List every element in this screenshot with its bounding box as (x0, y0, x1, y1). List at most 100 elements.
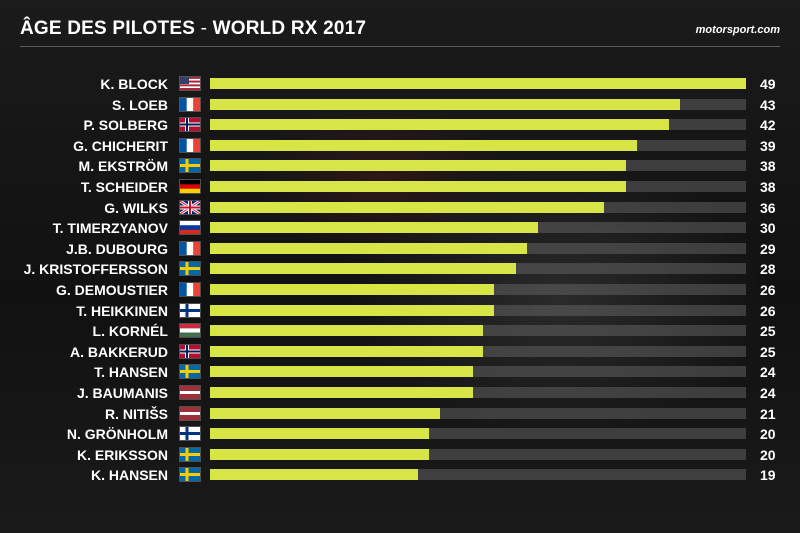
age-bar (210, 345, 484, 357)
sweden-flag-icon (180, 159, 200, 173)
driver-name-label: T. SCHEIDER (80, 179, 168, 195)
sweden-flag-icon (180, 468, 200, 482)
age-value-label: 21 (760, 405, 776, 422)
driver-name-label: J. BAUMANIS (76, 385, 168, 401)
chart-row: J. BAUMANIS 24 (0, 383, 800, 403)
age-bar (210, 366, 473, 378)
chart-row: N. GRÖNHOLM 20 (0, 424, 800, 444)
france-flag-icon (180, 241, 201, 255)
age-value-label: 28 (760, 261, 776, 278)
finland-flag-icon (180, 427, 200, 441)
age-value-label: 42 (760, 117, 776, 134)
age-bar (210, 428, 429, 440)
age-value-label: 20 (760, 446, 776, 463)
age-value-label: 25 (760, 323, 776, 340)
france-flag-icon (180, 97, 201, 111)
france-flag-icon (180, 283, 201, 296)
driver-name-label: L. KORNÉL (92, 323, 168, 340)
finland-flag-icon (180, 303, 200, 317)
latvia-flag-icon (180, 386, 200, 399)
bar-track (210, 469, 746, 481)
bar-track (210, 428, 746, 440)
germany-flag-icon (180, 180, 200, 194)
age-value-label: 20 (760, 426, 776, 443)
age-value-label: 19 (760, 467, 776, 484)
age-value-label: 29 (760, 240, 776, 257)
age-value-label: 26 (760, 302, 776, 319)
header-divider (20, 46, 780, 47)
chart-row: T. HEIKKINEN 26 (0, 301, 800, 321)
age-value-label: 30 (760, 220, 776, 237)
age-value-label: 36 (760, 199, 776, 216)
age-bar (210, 242, 528, 254)
chart-row: K. HANSEN 19 (0, 465, 800, 485)
age-bar (210, 201, 604, 213)
bar-track (210, 387, 746, 398)
age-bar (210, 304, 495, 316)
bar-track (210, 448, 746, 460)
age-value-label: 38 (760, 158, 776, 175)
brand-logo: motorsport.com (695, 24, 780, 36)
driver-name-label: S. LOEB (111, 96, 168, 113)
age-value-label: 43 (760, 96, 776, 113)
age-bar (210, 181, 626, 192)
chart-row: K. BLOCK 49 (0, 74, 800, 94)
driver-name-label: K. ERIKSSON (76, 446, 168, 463)
age-value-label: 24 (760, 385, 776, 401)
uk-flag-icon (179, 199, 201, 215)
hungary-flag-icon (180, 324, 200, 338)
chart-row: G. DEMOUSTIER 26 (0, 280, 800, 300)
age-bar (210, 222, 539, 234)
age-value-label: 38 (760, 179, 776, 195)
age-bar (210, 119, 670, 131)
title-event: WORLD RX 2017 (212, 18, 367, 39)
age-value-label: 49 (760, 76, 776, 92)
age-bar (210, 448, 429, 460)
age-value-label: 24 (760, 364, 776, 381)
title-main: ÂGE DES PILOTES (20, 18, 196, 39)
bar-track (210, 366, 746, 378)
age-bar (210, 284, 495, 295)
chart-row: J.B. DUBOURG 29 (0, 239, 800, 259)
latvia-flag-icon (180, 406, 200, 420)
chart-row: A. BAKKERUD 25 (0, 342, 800, 362)
driver-name-label: M. EKSTRÖM (78, 158, 168, 175)
france-flag-icon (180, 138, 201, 152)
title-separator: - (195, 18, 213, 39)
age-bar (210, 387, 473, 398)
bar-track (210, 407, 746, 419)
chart-row: R. NITIŠS 21 (0, 404, 800, 424)
driver-name-label: A. BAKKERUD (70, 343, 168, 360)
driver-name-label: G. CHICHERIT (73, 137, 168, 154)
age-value-label: 26 (760, 282, 776, 298)
driver-name-label: T. HANSEN (94, 364, 168, 381)
chart-row: T. HANSEN 24 (0, 362, 800, 382)
driver-name-label: N. GRÖNHOLM (66, 426, 168, 443)
driver-name-label: J. KRISTOFFERSSON (23, 261, 168, 278)
chart-row: S. LOEB 43 (0, 95, 800, 115)
age-bar (210, 263, 517, 275)
norway-flag-icon (180, 118, 200, 132)
sweden-flag-icon (180, 262, 200, 276)
driver-name-label: K. BLOCK (100, 76, 168, 92)
chart-row: K. ERIKSSON 20 (0, 445, 800, 465)
chart-row: M. EKSTRÖM 38 (0, 156, 800, 176)
driver-name-label: R. NITIŠS (104, 405, 168, 422)
chart-title: ÂGE DES PILOTES - WORLD RX 2017 (20, 18, 366, 40)
driver-name-label: J.B. DUBOURG (66, 240, 168, 257)
driver-name-label: T. HEIKKINEN (76, 302, 168, 319)
sweden-flag-icon (180, 447, 200, 461)
usa-flag-icon (180, 77, 200, 90)
age-bar (210, 407, 440, 419)
chart-row: T. SCHEIDER 38 (0, 177, 800, 197)
norway-flag-icon (180, 344, 200, 358)
chart-row: P. SOLBERG 42 (0, 115, 800, 135)
chart-row: G. WILKS 36 (0, 198, 800, 218)
age-bar (210, 139, 637, 151)
driver-name-label: K. HANSEN (90, 467, 168, 484)
age-bar (210, 98, 681, 110)
driver-name-label: T. TIMERZYANOV (52, 220, 168, 237)
header: ÂGE DES PILOTES - WORLD RX 2017 motorspo… (20, 12, 780, 46)
driver-name-label: G. WILKS (104, 199, 168, 216)
age-bar (210, 469, 418, 481)
